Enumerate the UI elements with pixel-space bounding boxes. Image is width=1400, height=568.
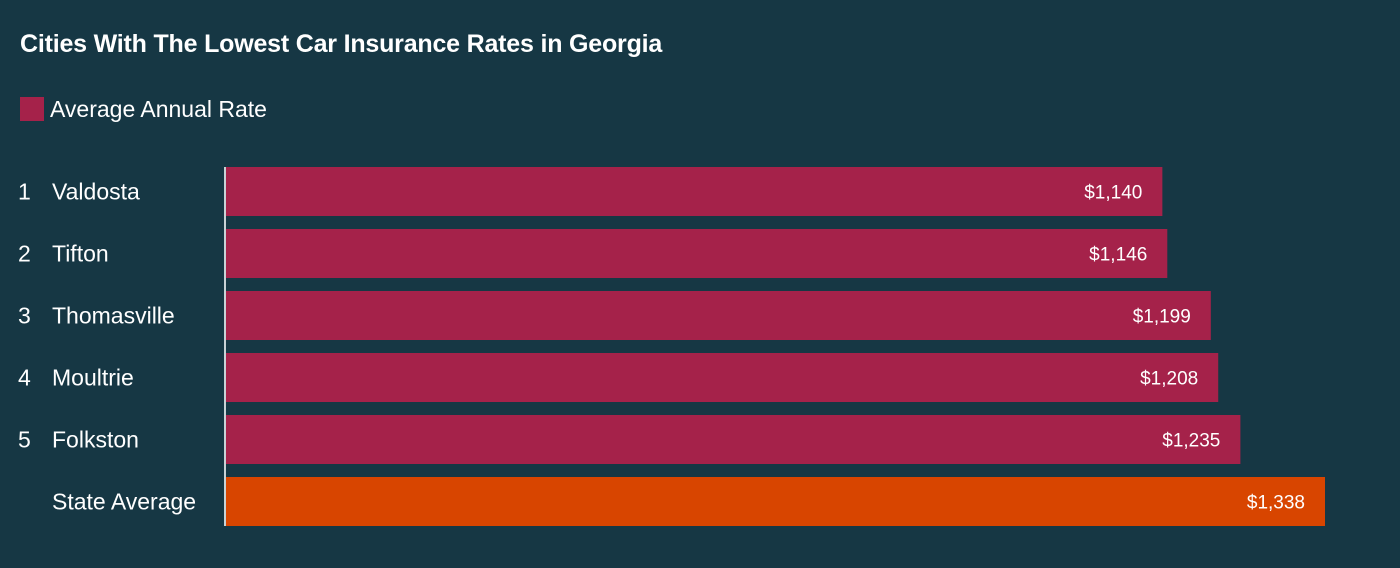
value-label: $1,338 — [1247, 493, 1305, 514]
rank-label: 3 — [18, 303, 31, 329]
legend-label: Average Annual Rate — [50, 95, 267, 122]
bar — [226, 415, 1241, 464]
bar — [226, 167, 1163, 216]
value-label: $1,199 — [1133, 307, 1191, 328]
rank-label: 1 — [18, 179, 31, 205]
category-label: Valdosta — [52, 179, 140, 205]
bar — [226, 229, 1168, 278]
category-label: State Average — [52, 489, 196, 515]
bar — [226, 353, 1219, 402]
category-label: Thomasville — [52, 303, 175, 329]
category-label: Moultrie — [52, 365, 134, 391]
chart-title: Cities With The Lowest Car Insurance Rat… — [20, 30, 663, 58]
rank-label: 4 — [18, 365, 31, 391]
value-label: $1,146 — [1089, 245, 1147, 266]
rank-label: 2 — [18, 241, 31, 267]
category-label: Folkston — [52, 427, 139, 453]
value-label: $1,140 — [1084, 183, 1142, 204]
chart-legend: Average Annual Rate — [20, 96, 267, 122]
legend-swatch — [20, 97, 44, 121]
bar — [226, 477, 1325, 526]
category-label: Tifton — [52, 241, 109, 267]
value-label: $1,235 — [1162, 431, 1220, 452]
bar — [226, 291, 1211, 340]
value-label: $1,208 — [1140, 369, 1198, 390]
rank-label: 5 — [18, 427, 31, 453]
